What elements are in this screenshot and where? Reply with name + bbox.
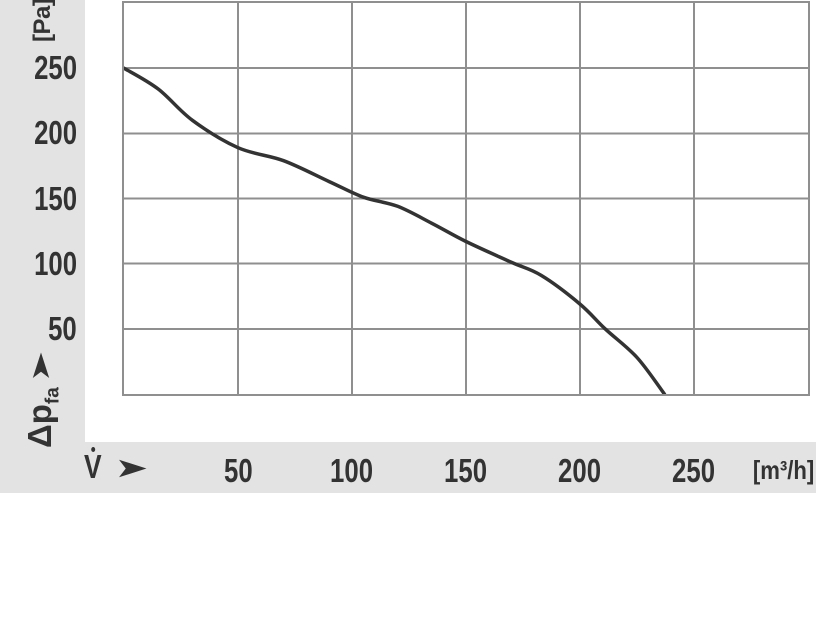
y-tick-label: 250	[34, 49, 77, 87]
y-axis-title: Δpfa	[21, 352, 64, 448]
x-tick-label: 50	[223, 452, 253, 489]
right-arrow-icon	[118, 452, 147, 482]
chart-canvas	[124, 3, 808, 394]
y-tick-label: 50	[48, 309, 77, 347]
x-tick-label: 150	[444, 452, 488, 489]
y-axis-symbol: Δp	[21, 404, 58, 448]
x-axis-title: V	[84, 447, 147, 485]
y-tick-label: 200	[34, 114, 77, 152]
x-tick-label: 200	[558, 452, 602, 489]
x-tick-label: 250	[672, 452, 716, 489]
y-axis-unit-label: [Pa]	[29, 0, 56, 42]
up-arrow-icon	[22, 352, 56, 379]
x-axis-symbol: V	[84, 447, 102, 485]
y-tick-label: 150	[34, 179, 77, 217]
overdot-icon	[91, 447, 96, 452]
x-unit-text: [m³/h]	[752, 455, 815, 485]
y-unit-text: [Pa]	[29, 0, 56, 42]
plot-area	[122, 1, 810, 396]
y-axis-subscript: fa	[42, 387, 64, 405]
pressure-curve	[124, 66, 667, 394]
x-tick-label: 100	[330, 452, 374, 489]
x-axis-unit-label: [m³/h]	[742, 455, 815, 485]
y-tick-label: 100	[34, 244, 77, 282]
